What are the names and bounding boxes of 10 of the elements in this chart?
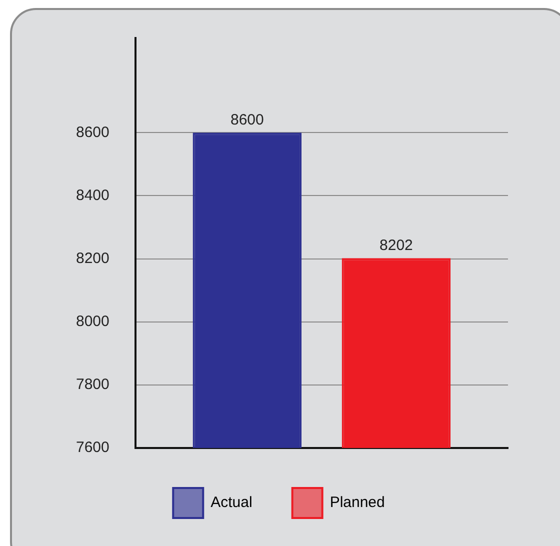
y-tick-label: 8200 (76, 250, 110, 267)
y-tick-label: 7600 (76, 439, 110, 456)
y-tick-label: 8400 (76, 186, 110, 204)
data-label: 8600 (230, 111, 264, 128)
y-tick-label: 8600 (76, 124, 110, 141)
data-label: 8202 (380, 236, 413, 254)
legend-label: Planned (330, 494, 385, 512)
legend-label: Actual (210, 494, 252, 512)
y-tick-label: 8000 (76, 312, 110, 330)
y-tick-label: 7800 (76, 376, 110, 394)
